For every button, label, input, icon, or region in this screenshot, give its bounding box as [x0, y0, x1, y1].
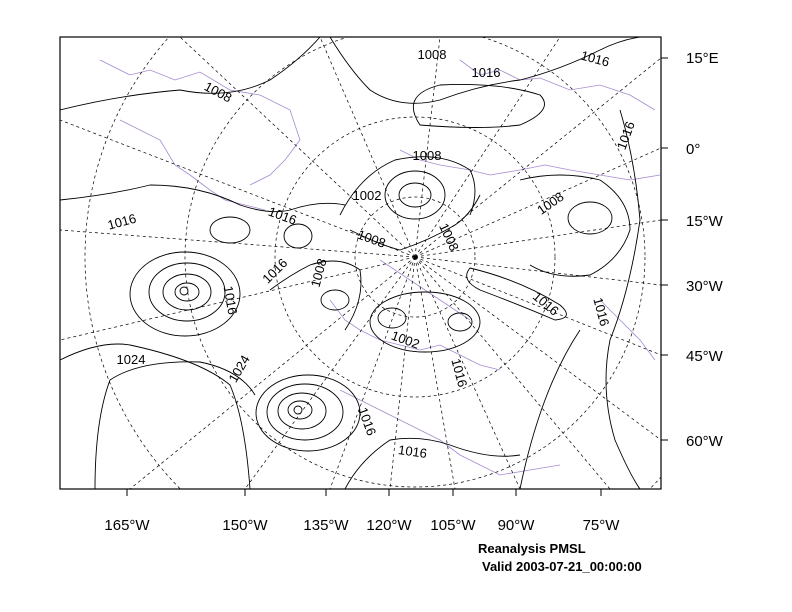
graticule-layer — [60, 37, 661, 489]
y-axis-labels: 15°E 0° 15°W 30°W 45°W 60°W — [686, 50, 724, 450]
coastline-layer — [99, 59, 661, 476]
y-tick-label: 15°E — [686, 50, 719, 67]
contour-label: 1008 — [355, 227, 387, 251]
contour-label: 1008 — [534, 189, 566, 218]
pressure-center-marks — [179, 286, 303, 415]
contour-label: 1016 — [530, 289, 562, 319]
y-tick-label: 45°W — [686, 348, 724, 365]
contour-label: 1016 — [106, 211, 138, 233]
x-tick-label: 165°W — [104, 517, 150, 534]
contour-label: 1016 — [472, 65, 501, 80]
x-axis-labels: 165°W 150°W 135°W 120°W 105°W 90°W 75°W — [104, 517, 620, 534]
contour-label: 1016 — [397, 442, 428, 461]
contour-label: 1016 — [590, 296, 612, 328]
x-tick-label: 90°W — [498, 517, 536, 534]
y-tick-label: 30°W — [686, 278, 724, 295]
map-title: Reanalysis PMSL — [478, 541, 586, 556]
valid-time: Valid 2003-07-21_00:00:00 — [482, 559, 642, 574]
axis-ticks — [126, 57, 668, 496]
contour-label: 1008 — [418, 47, 447, 62]
contour-label: 1016 — [579, 48, 611, 70]
contour-label: 1002 — [389, 328, 421, 352]
y-tick-label: 60°W — [686, 433, 724, 450]
contour-label: 1024 — [117, 352, 146, 367]
x-tick-label: 135°W — [303, 517, 349, 534]
x-tick-label: 75°W — [583, 517, 621, 534]
y-tick-label: 0° — [686, 141, 700, 158]
contour-label: 1016 — [614, 119, 638, 151]
contour-label: 1002 — [353, 188, 382, 203]
contour-label: 1016 — [221, 285, 241, 316]
contour-label: 1008 — [202, 79, 235, 106]
plot-frame — [59, 36, 662, 490]
x-tick-label: 105°W — [430, 517, 476, 534]
contour-label: 1024 — [225, 352, 252, 385]
y-tick-label: 15°W — [686, 213, 724, 230]
x-tick-label: 150°W — [222, 517, 268, 534]
contour-label: 1008 — [413, 148, 442, 163]
x-tick-label: 120°W — [366, 517, 412, 534]
contour-label: 1016 — [448, 357, 470, 389]
isobar-layer — [60, 37, 641, 489]
contour-label: 1016 — [266, 204, 298, 228]
contour-label: 1016 — [259, 255, 290, 286]
contour-label: 1008 — [308, 257, 330, 289]
